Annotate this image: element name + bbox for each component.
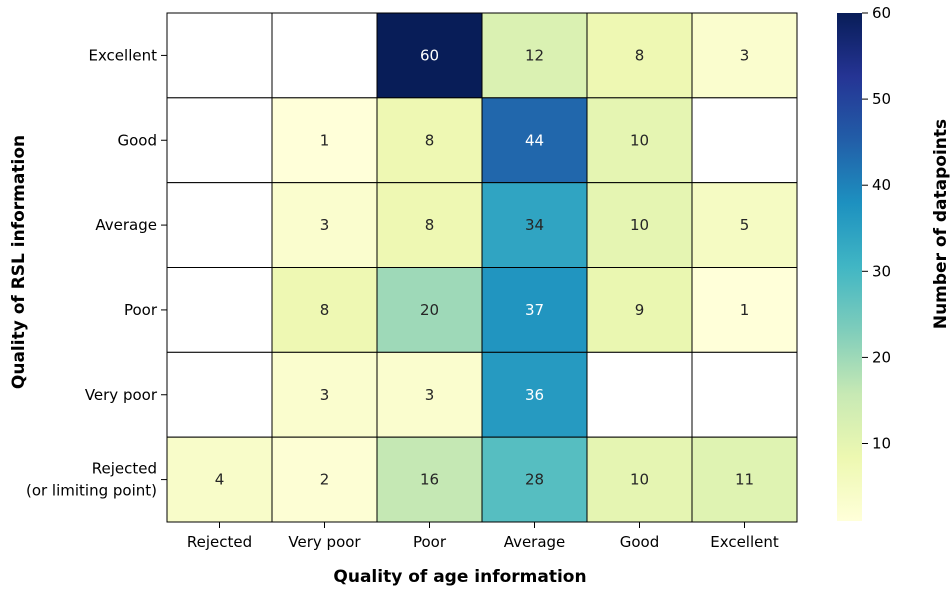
colorbar-ticks: 10 20 30 40 50 60	[862, 4, 891, 453]
cell-value-label: 28	[525, 471, 544, 489]
heatmap-cell	[376, 182, 483, 269]
heatmap-cell	[586, 97, 693, 184]
cell-value-label: 8	[425, 216, 435, 234]
colorbar-tick-label: 40	[872, 176, 891, 194]
y-tick-label: Excellent	[88, 46, 157, 64]
cell-value-label: 3	[320, 386, 330, 404]
cell-value-label: 10	[630, 216, 649, 234]
cell-value-label: 4	[215, 471, 225, 489]
cell-value-label: 10	[630, 471, 649, 489]
y-tick-label: Very poor	[85, 386, 158, 404]
cell-value-label: 1	[740, 301, 750, 319]
heatmap-cell	[166, 436, 273, 523]
colorbar-tick-label: 10	[872, 435, 891, 453]
colorbar-tick-label: 30	[872, 262, 891, 280]
x-axis-ticks: Rejected Very poor Poor Average Good Excellen…	[187, 522, 779, 551]
colorbar	[837, 13, 862, 521]
heatmap-cell	[586, 351, 693, 438]
cell-value-label: 3	[320, 216, 330, 234]
cell-value-label: 1	[320, 131, 330, 149]
y-axis-label: Quality of RSL information	[9, 135, 29, 389]
heatmap-cell	[586, 182, 693, 269]
heatmap-cell	[481, 351, 588, 438]
heatmap-cell	[691, 97, 798, 184]
heatmap-cell	[376, 267, 483, 353]
cell-value-label: 20	[420, 301, 439, 319]
heatmap-cell	[691, 436, 798, 523]
x-tick-label: Excellent	[710, 533, 779, 551]
cell-value-label: 34	[525, 216, 544, 234]
cell-annotations: 60 12 8 3 1 8 44 10 3 8 34 10 5 8 20 37 9 1 3 3 36 4 2 16 28 10 11	[215, 46, 754, 488]
cell-value-label: 11	[735, 471, 754, 489]
heatmap-cell	[691, 182, 798, 269]
heatmap-cell	[166, 97, 273, 184]
cell-value-label: 5	[740, 216, 750, 234]
colorbar-tick-label: 60	[872, 4, 891, 22]
cell-value-label: 8	[320, 301, 330, 319]
heatmap-cell	[271, 267, 378, 353]
cell-value-label: 36	[525, 386, 544, 404]
cell-value-label: 3	[740, 46, 750, 64]
colorbar-tick-label: 50	[872, 90, 891, 108]
cell-value-label: 9	[635, 301, 645, 319]
cell-value-label: 37	[525, 301, 544, 319]
heatmap-cell	[376, 97, 483, 184]
x-tick-label: Very poor	[288, 533, 361, 551]
y-tick-label: (or limiting point)	[26, 482, 157, 500]
x-tick-label: Good	[620, 533, 660, 551]
cell-value-label: 3	[425, 386, 435, 404]
colorbar-tick-label: 20	[872, 348, 891, 366]
heatmap-cell	[271, 12, 378, 99]
cell-value-label: 8	[635, 46, 645, 64]
heatmap-cell	[691, 351, 798, 438]
y-tick-label: Good	[118, 131, 158, 149]
cell-value-label: 2	[320, 471, 330, 489]
heatmap-cell	[166, 12, 273, 99]
heatmap-cell	[481, 436, 588, 523]
heatmap-cell	[166, 182, 273, 269]
colorbar-label: Number of datapoints	[931, 119, 951, 329]
cell-value-label: 16	[420, 471, 439, 489]
cell-value-label: 10	[630, 131, 649, 149]
heatmap-cell	[271, 351, 378, 438]
cell-value-label: 8	[425, 131, 435, 149]
cell-value-label: 44	[525, 131, 544, 149]
heatmap-cell	[166, 351, 273, 438]
heatmap-cell	[481, 267, 588, 353]
x-tick-label: Average	[504, 533, 566, 551]
cell-value-label: 60	[420, 46, 439, 64]
heatmap-cell	[481, 12, 588, 99]
y-tick-label: Rejected	[92, 460, 157, 478]
x-tick-label: Rejected	[187, 533, 252, 551]
heatmap-cell	[586, 12, 693, 99]
y-tick-label: Poor	[124, 301, 158, 319]
heatmap-cell	[271, 436, 378, 523]
heatmap-cell	[376, 351, 483, 438]
heatmap-cell	[691, 267, 798, 353]
heatmap-cells	[166, 12, 798, 523]
heatmap-cell	[586, 267, 693, 353]
y-axis-ticks: Excellent Good Average Poor Very poor Rejecte…	[26, 46, 167, 500]
x-tick-label: Poor	[413, 533, 447, 551]
heatmap-cell	[271, 97, 378, 184]
heatmap-cell	[376, 12, 483, 99]
heatmap-cell	[166, 267, 273, 353]
heatmap-cell	[691, 12, 798, 99]
x-axis-label: Quality of age information	[333, 567, 586, 587]
cell-value-label: 12	[525, 46, 544, 64]
y-tick-label: Average	[95, 216, 157, 234]
